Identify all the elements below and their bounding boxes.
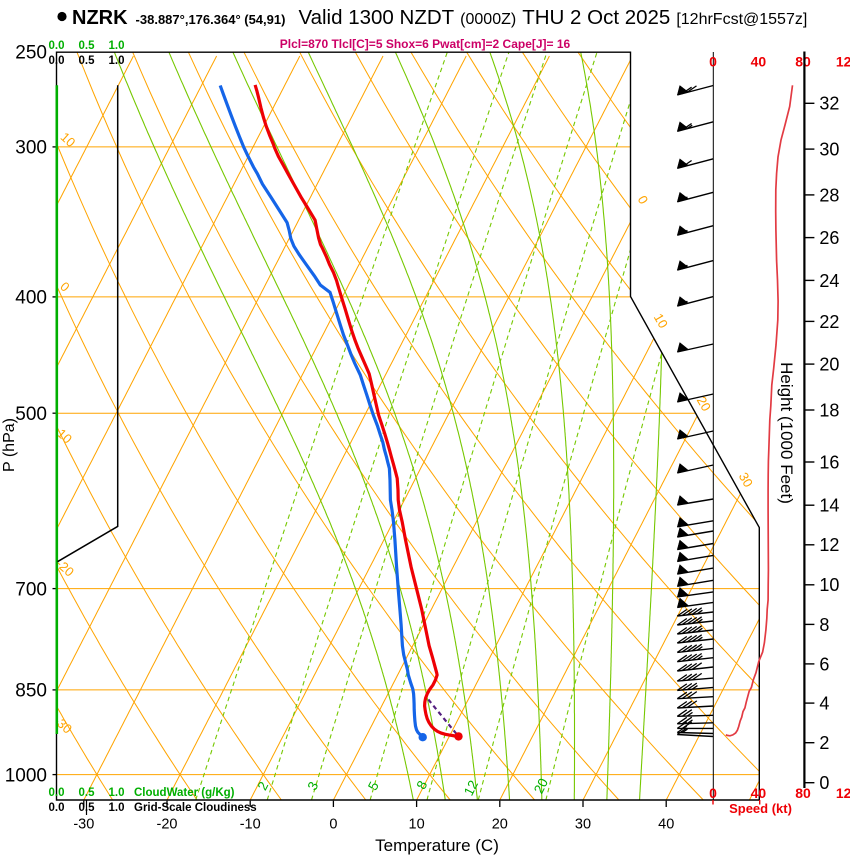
- svg-text:1.0: 1.0: [109, 55, 125, 67]
- svg-text:0: 0: [819, 773, 829, 793]
- svg-text:8: 8: [819, 615, 829, 635]
- svg-text:0: 0: [329, 817, 337, 833]
- svg-text:850: 850: [15, 681, 47, 702]
- svg-text:500: 500: [15, 404, 47, 425]
- svg-text:16: 16: [819, 452, 839, 472]
- svg-text:120: 120: [836, 54, 850, 70]
- svg-text:20: 20: [492, 817, 508, 833]
- svg-text:300: 300: [15, 138, 47, 159]
- svg-text:80: 80: [795, 785, 811, 801]
- svg-text:6: 6: [819, 654, 829, 674]
- svg-text:0.5: 0.5: [79, 40, 96, 52]
- svg-text:28: 28: [819, 185, 839, 205]
- svg-text:250: 250: [15, 43, 47, 64]
- svg-text:Speed (kt): Speed (kt): [729, 801, 792, 816]
- svg-text:12: 12: [461, 778, 481, 798]
- svg-text:30: 30: [819, 140, 839, 160]
- svg-text:0.5: 0.5: [79, 55, 96, 67]
- svg-text:40: 40: [751, 785, 767, 801]
- svg-text:0.0: 0.0: [49, 787, 65, 799]
- svg-text:80: 80: [795, 54, 811, 70]
- svg-text:22: 22: [819, 312, 839, 332]
- svg-text:20: 20: [819, 355, 839, 375]
- svg-text:0.0: 0.0: [49, 55, 65, 67]
- svg-text:24: 24: [819, 271, 839, 291]
- svg-text:40: 40: [751, 54, 767, 70]
- svg-text:32: 32: [819, 94, 839, 114]
- svg-text:14: 14: [819, 496, 839, 516]
- svg-text:Height (1000 Feet): Height (1000 Feet): [777, 362, 796, 504]
- svg-text:Temperature (C): Temperature (C): [375, 836, 499, 855]
- svg-text:18: 18: [819, 400, 839, 420]
- svg-text:-30: -30: [73, 817, 94, 833]
- svg-text:CloudWater (g/Kg): CloudWater (g/Kg): [134, 787, 235, 799]
- svg-text:26: 26: [819, 228, 839, 248]
- svg-text:10: 10: [409, 817, 425, 833]
- svg-text:1000: 1000: [5, 765, 47, 786]
- svg-text:0.5: 0.5: [79, 787, 96, 799]
- svg-text:12: 12: [819, 535, 839, 555]
- svg-text:700: 700: [15, 579, 47, 600]
- svg-text:30: 30: [736, 470, 756, 490]
- svg-text:4: 4: [819, 694, 829, 714]
- svg-text:120: 120: [836, 785, 850, 801]
- svg-text:Grid-Scale Cloudiness: Grid-Scale Cloudiness: [134, 802, 257, 814]
- svg-text:1.0: 1.0: [109, 40, 125, 52]
- svg-text:P (hPa): P (hPa): [1, 418, 18, 472]
- svg-text:10: 10: [651, 311, 671, 331]
- svg-text:-20: -20: [157, 817, 178, 833]
- svg-text:0.0: 0.0: [49, 40, 65, 52]
- svg-text:2: 2: [819, 733, 829, 753]
- svg-text:0: 0: [709, 785, 717, 801]
- svg-text:0.0: 0.0: [49, 802, 65, 814]
- svg-text:NZRK-38.887°,176.364° (54,91)V: NZRK -38.887°,176.364° (54,91) Valid 1300 …: [72, 6, 807, 29]
- svg-text:40: 40: [658, 817, 674, 833]
- svg-text:10: 10: [819, 575, 839, 595]
- svg-text:400: 400: [15, 288, 47, 309]
- svg-text:30: 30: [575, 817, 591, 833]
- svg-text:0: 0: [709, 54, 717, 70]
- svg-text:1.0: 1.0: [109, 787, 125, 799]
- svg-text:Plcl=870 Tlcl[C]=5 Shox=6 Pwat: Plcl=870 Tlcl[C]=5 Shox=6 Pwat[cm]=2 Cap…: [280, 37, 571, 51]
- svg-text:20: 20: [694, 394, 714, 414]
- svg-text:-10: -10: [240, 817, 261, 833]
- svg-text:20: 20: [531, 776, 551, 796]
- svg-text:1.0: 1.0: [109, 802, 125, 814]
